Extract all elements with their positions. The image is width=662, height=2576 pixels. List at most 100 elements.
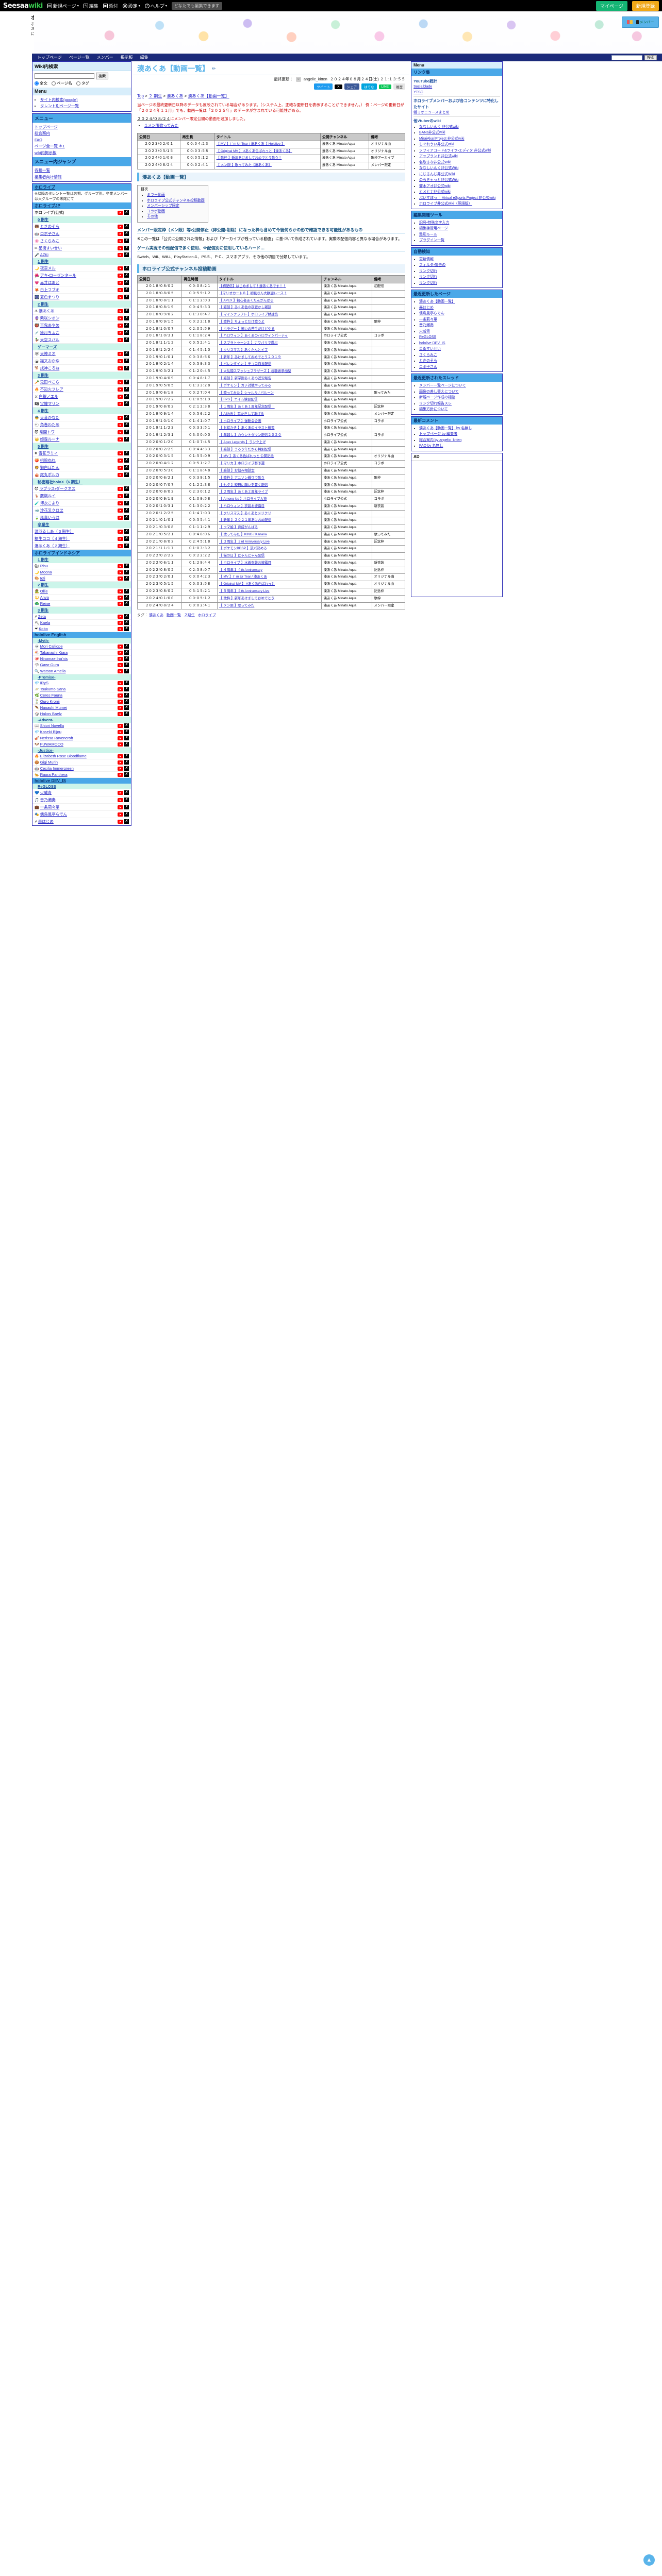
sidebar-link-all-pages[interactable]: ページ全一覧 ＊1 (35, 144, 65, 149)
toc-link-mirror[interactable]: ミラー動画 (147, 193, 165, 197)
list-item[interactable]: 湊あくあ【動画一覧】 by 名無し (419, 426, 500, 432)
list-item[interactable]: しぐれうい非公式wiki (419, 142, 500, 148)
x-icon[interactable]: X (124, 239, 129, 244)
group-header-hololive-id[interactable]: ホロライブインドネシア (32, 550, 131, 557)
cell-title[interactable]: 【 Original MV 】 #あくあ色ぱれっと【湊あくあ】 (214, 147, 321, 156)
section-label-gen2[interactable]: 2 期生 (38, 302, 49, 307)
list-item[interactable]: ミラー動画 (147, 193, 205, 198)
x-icon[interactable]: X (124, 699, 129, 704)
x-icon[interactable]: X (124, 246, 129, 251)
x-icon[interactable]: X (124, 742, 129, 747)
talent-link[interactable]: 夏色まつり (40, 295, 60, 300)
list-item[interactable]: ぶいすぽっ！ Virtual eSports Project 非公式wiki (419, 196, 500, 201)
video-link[interactable]: 【 Apex Legends 】ランク上げ (219, 440, 266, 444)
video-link[interactable]: 【 マリカ 】ホロライブ杯予選 (219, 462, 265, 466)
link-broken-2[interactable]: リンク切れ (419, 275, 437, 279)
talent-row[interactable]: 👼 天音かなた X (32, 414, 131, 422)
cell-title[interactable]: 【 Original MV 】 #あくあ色ぱれっと (217, 581, 322, 588)
video-link[interactable]: 【 メン限 】歌ってみた (219, 603, 255, 607)
talent-row[interactable]: 桐生ココ（ 4 期生） X (32, 535, 131, 543)
talent-row[interactable]: ⚔ 白銀ノエル X (32, 393, 131, 401)
cell-title[interactable]: 【 歌枠 】アニソン縛りで歌う (217, 474, 322, 482)
list-item[interactable]: ページ全一覧 ＊1 (35, 143, 129, 149)
cell-title[interactable]: 【 歌ってみた 】KING / Kanaria (217, 531, 322, 539)
radio-pagename-input[interactable] (52, 81, 56, 86)
talent-row[interactable]: 💗 赤井はあと X (32, 279, 131, 287)
last-updated-user[interactable]: angelic_kitten (303, 77, 327, 81)
list-item[interactable]: 画像の差し替えについて (419, 389, 500, 395)
list-item[interactable]: タレント別ページ一覧 (40, 104, 129, 109)
list-item[interactable]: メンバー一覧ページについて (419, 383, 500, 389)
talent-link[interactable]: Anya (40, 595, 49, 600)
youtube-icon[interactable] (118, 544, 123, 548)
wiki-search-button[interactable]: 検索 (96, 73, 108, 79)
talent-row[interactable]: ホロライブ(公式) X (32, 209, 131, 217)
x-icon[interactable]: X (124, 458, 129, 463)
cell-title[interactable]: 【 雑談 】新学期あくあの近況報告 (217, 375, 322, 383)
video-link[interactable]: 【 APEX 】初心者あくたんがんばる (219, 298, 274, 302)
youtube-icon[interactable] (118, 742, 123, 747)
talent-row[interactable]: 🎤 AZKi X (32, 252, 131, 259)
video-link[interactable]: 【 猫の日 】にゃんにゃん配信 (219, 554, 265, 558)
line-share-button[interactable]: LINE (378, 84, 391, 89)
youtube-icon[interactable] (118, 422, 123, 427)
section-header-gen3[interactable]: 3 期生 (32, 372, 131, 379)
talent-row[interactable]: 🤖 ロボ子さん X (32, 230, 131, 238)
x-icon[interactable]: X (124, 309, 129, 314)
talent-row[interactable]: 🎻 Nerissa Ravencroft X (32, 735, 131, 742)
cell-title[interactable]: 【 年越し 】カウントダウン配信２０２０ (217, 432, 322, 439)
talent-link[interactable]: 風真いろは (40, 515, 60, 520)
talent-link[interactable]: 轟はじめ (38, 819, 54, 824)
talent-link[interactable]: 火威青 (40, 790, 52, 795)
cell-title[interactable]: 【 クリスマス 】あくあとメリクリ (217, 510, 322, 518)
x-icon[interactable]: X (124, 663, 129, 668)
youtube-icon[interactable] (118, 812, 123, 817)
section-header-justice[interactable]: -Justice- (32, 748, 131, 754)
cell-title[interactable]: 【 ３周年 】３rd Anniversary Live (217, 538, 322, 546)
group-header-hololive-jp[interactable]: ホロライブJP (32, 202, 131, 210)
talent-link[interactable]: 湊あくあ (39, 309, 55, 314)
nav-top-page[interactable]: トップページ (37, 55, 62, 60)
list-item[interactable]: 総合案内 (35, 130, 129, 137)
list-item[interactable]: ななしいんく 非公式wiki (419, 125, 500, 130)
x-icon[interactable]: X (124, 570, 129, 575)
nav-page-list[interactable]: ページ一覧 (69, 55, 90, 60)
list-item[interactable]: 響木アオ非公式wiki (419, 184, 500, 190)
video-link[interactable]: 【 Among Us 】ホロライブ人狼 (219, 497, 267, 501)
talent-link[interactable]: 紫咲シオン (40, 316, 60, 321)
youtube-icon[interactable] (118, 351, 123, 356)
talent-row[interactable]: ⏳ Ouro Kronii X (32, 699, 131, 705)
scroll-to-top-button[interactable]: ▲ (643, 2554, 655, 2566)
talent-link[interactable]: 宝鐘マリン (40, 401, 60, 406)
talent-link[interactable]: 角巻わため (40, 422, 60, 428)
talent-row[interactable]: 💉 癒月ちょこ X (32, 329, 131, 337)
youtube-icon[interactable] (118, 620, 123, 625)
recent-page-link[interactable]: 儒烏風亭らでん (419, 312, 444, 315)
other-wiki-link[interactable]: しぐれうい非公式wiki (419, 143, 454, 146)
sidebar-link-board[interactable]: wiki内掲示板 (35, 150, 57, 155)
member-notice-link[interactable]: ⚓メン限歌ってみた (144, 123, 179, 128)
cell-title[interactable]: 【 ウマ娘 】育成がんばる (217, 524, 322, 532)
section-label-holox[interactable]: 秘密結社holoX（6 期生） (38, 480, 83, 485)
x-icon[interactable]: X (124, 273, 129, 278)
talent-link[interactable]: Risu (40, 564, 48, 569)
talent-row[interactable]: 🐿 Risu X (32, 563, 131, 570)
youtube-icon[interactable] (118, 337, 123, 342)
talent-link[interactable]: 桃鈴ねね (40, 458, 56, 463)
talent-row[interactable]: 🧟 Ollie X (32, 588, 131, 595)
list-item[interactable]: 音乃瀬奏 (419, 323, 500, 329)
talent-link[interactable]: ロボ子さん (40, 231, 60, 236)
video-link[interactable]: 【 ホロライブ 】水着衣装お披露目 (219, 561, 272, 565)
mypage-button[interactable]: マイページ (596, 1, 627, 11)
other-wiki-link[interactable]: のらきゃっと非公式Wiki (419, 178, 459, 182)
section-header-graduates[interactable]: 卒業生 (32, 521, 131, 529)
video-link[interactable]: 【 MV 】I ' m Ur Tear / 湊あくあ【 Hololive 】 (216, 142, 285, 146)
list-item[interactable]: 朝ミオニュースまとめ (413, 110, 500, 116)
talent-link[interactable]: Kobo (39, 626, 48, 632)
talent-link[interactable]: 白上フブキ (40, 287, 60, 293)
youtube-icon[interactable] (118, 760, 123, 765)
talent-row[interactable]: 🔍 Watson Amelia X (32, 668, 131, 675)
youtube-icon[interactable] (118, 754, 123, 758)
cell-title[interactable]: 【 スプラトゥーン２ 】ナワバリで遊ぶ (217, 340, 322, 347)
x-icon[interactable]: X (124, 614, 129, 619)
